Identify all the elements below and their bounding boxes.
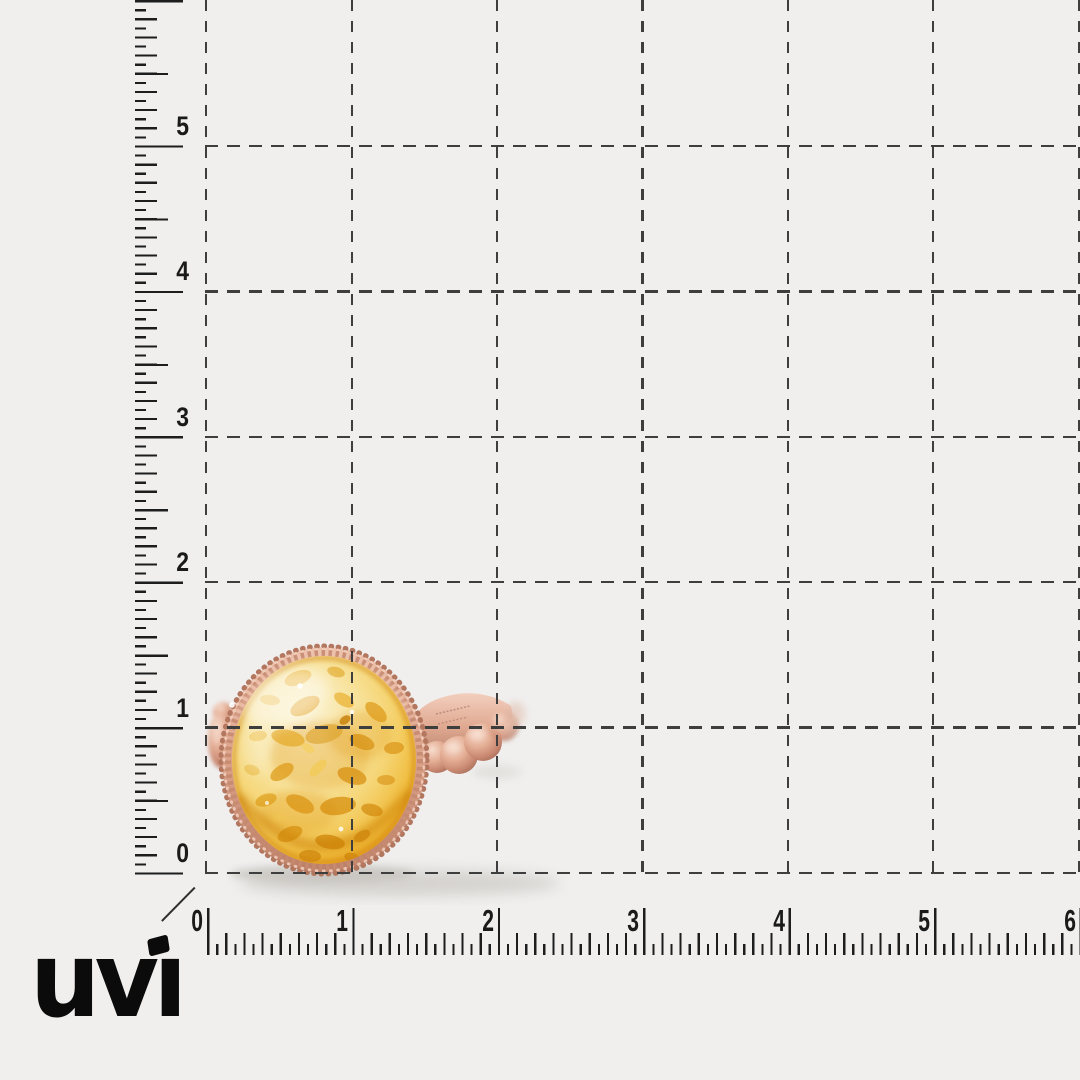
horizontal-ruler-label: 4: [773, 903, 785, 938]
grid-line-horizontal: [205, 581, 1080, 584]
horizontal-ruler-label: 5: [918, 903, 930, 938]
vertical-ruler-label: 5: [176, 111, 189, 141]
grid-line-horizontal: [205, 871, 1080, 875]
grid-line-horizontal: [205, 290, 1080, 293]
horizontal-ruler-major-ticks: [207, 908, 1080, 955]
grid-line-horizontal: [205, 726, 1080, 729]
brand-logo: uvi uvı: [30, 928, 190, 1032]
vertical-ruler-label: 4: [176, 256, 189, 286]
vertical-ruler-label: 3: [176, 402, 189, 432]
vertical-ruler: [135, 0, 183, 876]
horizontal-ruler-label: 3: [627, 903, 639, 938]
vertical-ruler-major-ticks: [135, 0, 183, 875]
vertical-ruler-label: 0: [176, 838, 189, 868]
brand-logo-letters: uvı: [30, 919, 187, 1041]
horizontal-ruler-label: 0: [191, 903, 203, 938]
vertical-ruler-label: 2: [176, 547, 189, 577]
grid-line-horizontal: [205, 435, 1080, 438]
horizontal-ruler: [206, 908, 1080, 955]
ring-stone: [229, 656, 416, 864]
vertical-ruler-label: 1: [176, 693, 189, 723]
product-photo-ring: [208, 643, 578, 896]
horizontal-ruler-label: 6: [1064, 903, 1076, 938]
horizontal-ruler-label: 1: [336, 903, 348, 938]
grid-line-horizontal: [205, 144, 1080, 148]
horizontal-ruler-label: 2: [482, 903, 494, 938]
